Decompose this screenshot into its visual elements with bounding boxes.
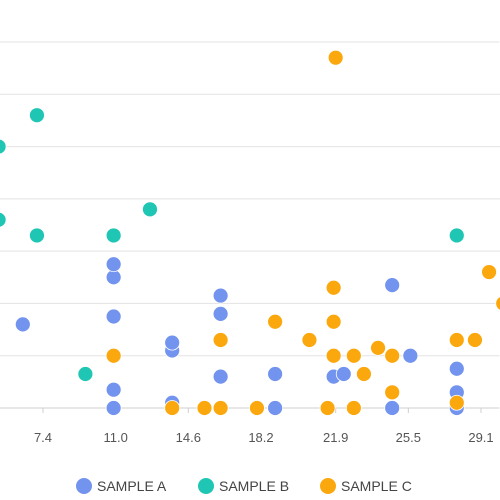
data-point[interactable]: [319, 400, 336, 416]
legend-label: SAMPLE C: [341, 478, 412, 494]
grid-layer: [0, 41, 500, 409]
data-point[interactable]: [29, 107, 45, 124]
data-point[interactable]: [384, 277, 401, 294]
legend-item-sample-c[interactable]: SAMPLE C: [320, 478, 412, 494]
legend-label: SAMPLE B: [219, 478, 289, 494]
legend-label: SAMPLE A: [97, 478, 167, 494]
data-point[interactable]: [301, 332, 318, 348]
data-points: [0, 38, 500, 416]
data-point[interactable]: [384, 400, 401, 416]
legend-item-sample-b[interactable]: SAMPLE B: [198, 478, 289, 494]
legend: SAMPLE A SAMPLE B SAMPLE C: [76, 478, 412, 494]
data-point[interactable]: [0, 211, 7, 228]
data-point[interactable]: [448, 360, 465, 377]
x-tick-label: 25.5: [396, 430, 421, 445]
data-point[interactable]: [267, 400, 284, 416]
data-point[interactable]: [105, 381, 122, 398]
data-point[interactable]: [29, 227, 45, 244]
data-point[interactable]: [196, 400, 213, 416]
x-axis: 7.4 11.0 14.6 18.2 21.9 25.5 29.1: [34, 408, 494, 445]
data-point[interactable]: [164, 334, 181, 351]
data-point[interactable]: [212, 400, 229, 416]
data-point[interactable]: [335, 366, 352, 382]
x-tick-label: 18.2: [248, 430, 273, 445]
data-point[interactable]: [212, 368, 229, 385]
data-point[interactable]: [0, 138, 7, 155]
series-sample-b: [0, 107, 465, 382]
data-point[interactable]: [212, 332, 229, 348]
x-tick-label: 7.4: [34, 430, 52, 445]
data-point[interactable]: [325, 347, 342, 364]
data-point[interactable]: [481, 264, 497, 280]
x-tick-label: 21.9: [323, 430, 348, 445]
data-point[interactable]: [77, 366, 94, 382]
data-point[interactable]: [327, 49, 344, 66]
x-tick-label: 29.1: [468, 430, 493, 445]
data-point[interactable]: [212, 287, 229, 304]
legend-item-sample-a[interactable]: SAMPLE A: [76, 478, 167, 494]
data-point[interactable]: [142, 201, 158, 218]
data-point[interactable]: [267, 313, 284, 330]
data-point[interactable]: [402, 347, 419, 364]
data-point[interactable]: [212, 305, 229, 322]
data-point[interactable]: [267, 366, 284, 382]
series-sample-c: [105, 38, 500, 416]
data-point[interactable]: [249, 400, 265, 416]
data-point[interactable]: [325, 279, 342, 296]
data-point[interactable]: [105, 227, 122, 244]
data-point[interactable]: [164, 400, 181, 416]
data-point[interactable]: [370, 339, 386, 356]
data-point[interactable]: [356, 366, 372, 382]
data-point[interactable]: [14, 316, 31, 333]
x-tick-label: 11.0: [103, 430, 127, 445]
data-point[interactable]: [384, 347, 401, 364]
legend-marker: [198, 478, 214, 494]
data-point[interactable]: [495, 296, 500, 311]
data-point[interactable]: [467, 332, 483, 348]
data-point[interactable]: [345, 400, 362, 416]
legend-marker: [76, 478, 92, 494]
data-point[interactable]: [105, 308, 122, 325]
data-point[interactable]: [105, 400, 122, 416]
data-point[interactable]: [384, 384, 401, 401]
data-point[interactable]: [105, 256, 122, 273]
data-point[interactable]: [105, 347, 122, 364]
data-point[interactable]: [448, 394, 465, 411]
data-point[interactable]: [448, 332, 465, 348]
data-point[interactable]: [448, 227, 465, 244]
x-tick-label: 14.6: [176, 430, 201, 445]
series-sample-a: [14, 256, 500, 416]
data-point[interactable]: [325, 313, 342, 330]
data-point[interactable]: [345, 347, 362, 364]
legend-marker: [320, 478, 336, 494]
